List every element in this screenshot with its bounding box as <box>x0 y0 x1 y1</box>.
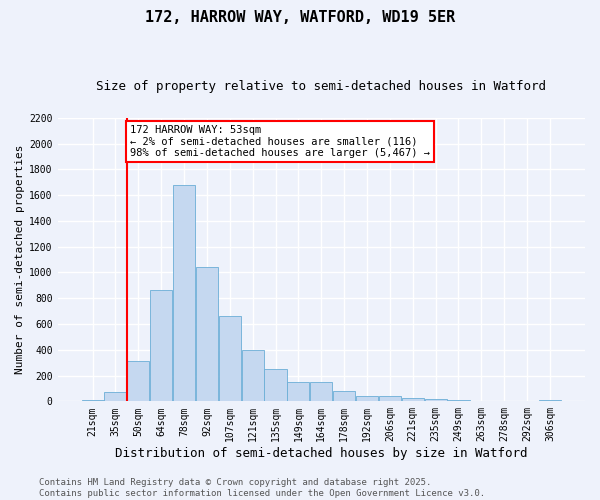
Bar <box>333 391 355 402</box>
Text: Contains HM Land Registry data © Crown copyright and database right 2025.
Contai: Contains HM Land Registry data © Crown c… <box>39 478 485 498</box>
Bar <box>150 290 172 402</box>
Bar <box>173 185 195 402</box>
Text: 172 HARROW WAY: 53sqm
← 2% of semi-detached houses are smaller (116)
98% of semi: 172 HARROW WAY: 53sqm ← 2% of semi-detac… <box>130 125 430 158</box>
Bar <box>104 392 127 402</box>
Bar <box>82 400 104 402</box>
Bar <box>356 396 378 402</box>
Bar <box>242 350 264 402</box>
Title: Size of property relative to semi-detached houses in Watford: Size of property relative to semi-detach… <box>96 80 546 93</box>
Text: 172, HARROW WAY, WATFORD, WD19 5ER: 172, HARROW WAY, WATFORD, WD19 5ER <box>145 10 455 25</box>
Bar <box>470 400 493 402</box>
Bar <box>379 396 401 402</box>
Bar <box>401 398 424 402</box>
Bar <box>425 400 446 402</box>
Bar <box>448 400 470 402</box>
Bar <box>539 400 561 402</box>
Bar <box>310 382 332 402</box>
Bar <box>219 316 241 402</box>
Y-axis label: Number of semi-detached properties: Number of semi-detached properties <box>15 145 25 374</box>
Bar <box>265 369 287 402</box>
X-axis label: Distribution of semi-detached houses by size in Watford: Distribution of semi-detached houses by … <box>115 447 527 460</box>
Bar <box>287 382 310 402</box>
Bar <box>127 362 149 402</box>
Bar <box>196 268 218 402</box>
